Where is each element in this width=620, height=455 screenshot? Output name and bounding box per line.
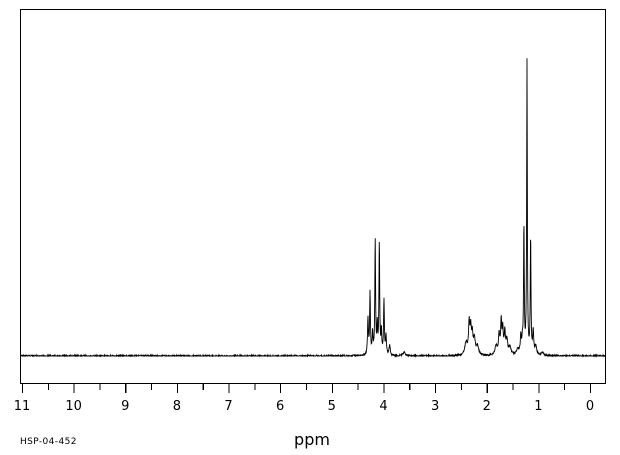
- x-axis-tick-label: 7: [224, 399, 232, 414]
- x-axis-tick-label: 9: [121, 399, 129, 414]
- x-axis-tick-label: 4: [379, 399, 387, 414]
- x-axis-tick-marks: [21, 384, 592, 393]
- x-axis-tick-label: 6: [276, 399, 284, 414]
- x-axis-tick-label: 8: [173, 399, 181, 414]
- plot-frame: [19, 8, 607, 385]
- x-axis-title: ppm: [294, 430, 330, 449]
- x-axis-tick-label: 0: [586, 399, 594, 414]
- x-axis-tick-label: 5: [328, 399, 336, 414]
- plot-border: [19, 8, 607, 385]
- x-axis-tick-label: 2: [483, 399, 491, 414]
- x-axis-tick-label: 3: [431, 399, 439, 414]
- x-axis-tick-label: 11: [14, 399, 31, 414]
- sample-id-label: HSP-04-452: [20, 437, 77, 447]
- x-axis-tick-label: 10: [65, 399, 82, 414]
- spectrum-trace: [20, 58, 606, 358]
- x-axis-tick-label: 1: [534, 399, 542, 414]
- x-axis-tick-labels: 11 10 9 8 7 6 5 4 3 2 1 0: [14, 399, 594, 414]
